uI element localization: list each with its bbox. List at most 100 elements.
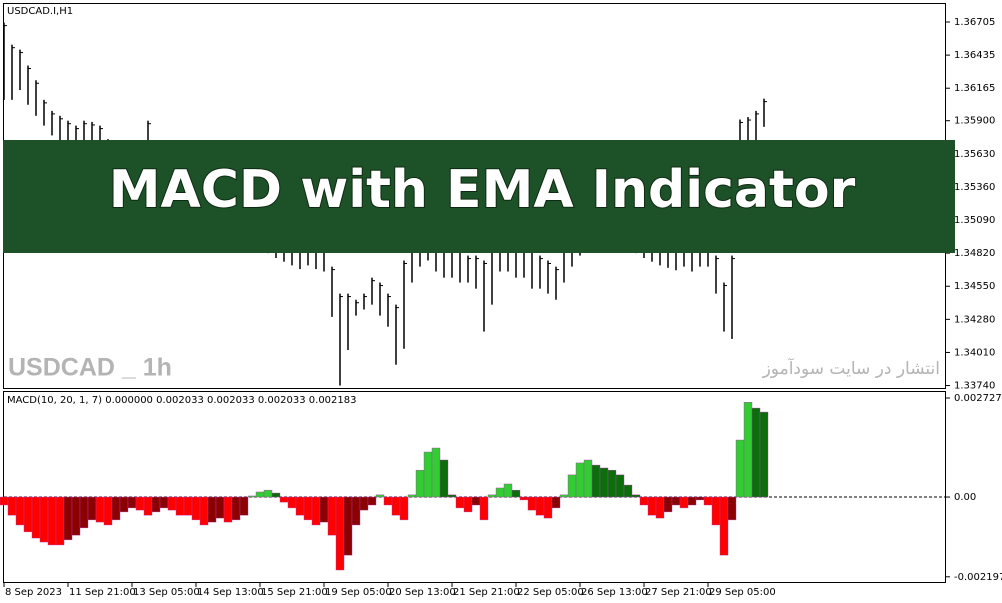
macd-bar	[103, 496, 113, 526]
macd-bar	[487, 494, 497, 498]
macd-bar	[751, 407, 761, 498]
macd-bar	[135, 496, 145, 511]
macd-bar	[247, 495, 257, 498]
macd-bar	[711, 496, 721, 526]
x-tick-label: 13 Sep 05:00	[133, 587, 200, 598]
macd-bar	[543, 496, 553, 519]
macd-bar	[407, 494, 417, 498]
macd-bar	[71, 496, 81, 536]
macd-bar	[255, 491, 265, 498]
macd-bar	[615, 474, 625, 498]
y-tick-label: 1.34820	[954, 248, 995, 259]
macd-bar	[423, 451, 433, 498]
macd-bar	[679, 496, 689, 509]
macd-bar	[663, 496, 673, 513]
macd-bar	[183, 496, 193, 516]
macd-panel	[3, 391, 946, 583]
macd-bar	[599, 467, 609, 498]
x-tick-label: 15 Sep 21:00	[261, 587, 328, 598]
macd-bar	[647, 496, 657, 516]
macd-bar	[167, 496, 177, 511]
macd-bar	[455, 496, 465, 509]
macd-bar	[47, 496, 57, 546]
macd-bar	[231, 496, 241, 521]
x-tick-label: 29 Sep 05:00	[709, 587, 776, 598]
macd-bar	[559, 494, 569, 498]
macd-bar	[343, 496, 353, 556]
macd-bar	[271, 492, 281, 498]
x-tick-label: 14 Sep 13:00	[197, 587, 264, 598]
y-tick-label: 0.00	[954, 492, 976, 503]
x-tick-label: 26 Sep 13:00	[581, 587, 648, 598]
macd-bar	[415, 469, 425, 498]
marks	[0, 22, 945, 571]
macd-bar	[127, 496, 137, 509]
macd-bar	[447, 494, 457, 498]
banner	[3, 140, 955, 253]
y-tick-label: 1.36165	[954, 83, 995, 94]
macd-bar	[727, 496, 737, 521]
macd-bar	[351, 496, 361, 526]
watermark-site: انتشار در سایت سودآموز	[762, 357, 940, 379]
macd-bar	[199, 496, 209, 526]
x-tick-label: 27 Sep 21:00	[645, 587, 712, 598]
y-tick-label: 1.36705	[954, 17, 995, 28]
macd-bar	[375, 494, 385, 498]
macd-bar	[263, 489, 273, 498]
macd-bar	[359, 496, 369, 511]
macd-bar	[431, 447, 441, 498]
macd-bar	[575, 462, 585, 498]
macd-bar	[303, 496, 313, 521]
macd-bar	[111, 496, 121, 521]
macd-bar	[0, 496, 9, 506]
watermark: USDCAD _ 1h	[8, 354, 172, 382]
macd-bar	[671, 496, 681, 506]
macd-bar	[335, 496, 345, 571]
macd-bar	[279, 496, 289, 503]
macd-bar	[439, 459, 449, 498]
y-tick-label: 1.35360	[954, 182, 995, 193]
x-tick-label: 11 Sep 21:00	[69, 587, 136, 598]
macd-bar	[39, 496, 49, 543]
macd-bar	[471, 496, 481, 506]
y-tick-label: 1.35900	[954, 116, 995, 127]
banner-title: MACD with EMA Indicator	[109, 160, 856, 220]
macd-bar	[583, 459, 593, 498]
macd-bar	[151, 496, 161, 513]
macd-bar	[239, 496, 249, 516]
y-tick-label: 1.34010	[954, 347, 995, 358]
macd-bar	[743, 402, 753, 498]
macd-bar	[159, 496, 169, 509]
macd-bar	[31, 496, 41, 539]
macd-bar	[55, 496, 65, 546]
macd-bar	[15, 496, 25, 526]
macd-bar	[175, 496, 185, 516]
x-tick-label: 20 Sep 13:00	[389, 587, 456, 598]
y-tick-label: 0.002727	[954, 393, 1002, 404]
x-tick-label: 22 Sep 05:00	[517, 587, 584, 598]
macd-bar	[7, 496, 17, 516]
macd-bar	[655, 496, 665, 519]
macd-bar	[191, 496, 201, 521]
macd-bar	[207, 496, 217, 523]
x-tick-label: 21 Sep 21:00	[453, 587, 520, 598]
macd-bar	[511, 489, 521, 498]
macd-bar	[695, 496, 705, 501]
macd-bar	[503, 483, 513, 498]
macd-bar	[567, 474, 577, 498]
macd-bar	[287, 496, 297, 509]
macd-bar	[607, 469, 617, 498]
macd-bar	[591, 464, 601, 498]
macd-bar	[215, 496, 225, 519]
macd-bar	[319, 496, 329, 523]
macd-bar	[391, 496, 401, 516]
y-tick-label: 1.35630	[954, 149, 995, 160]
y-tick-label: 1.36435	[954, 50, 995, 61]
macd-bar	[623, 484, 633, 498]
macd-bar	[63, 496, 73, 541]
x-tick-label: 8 Sep 2023	[5, 587, 62, 598]
chart-title: USDCAD.I,H1	[7, 6, 73, 17]
x-tick-label: 19 Sep 05:00	[325, 587, 392, 598]
macd-bar	[551, 496, 561, 509]
